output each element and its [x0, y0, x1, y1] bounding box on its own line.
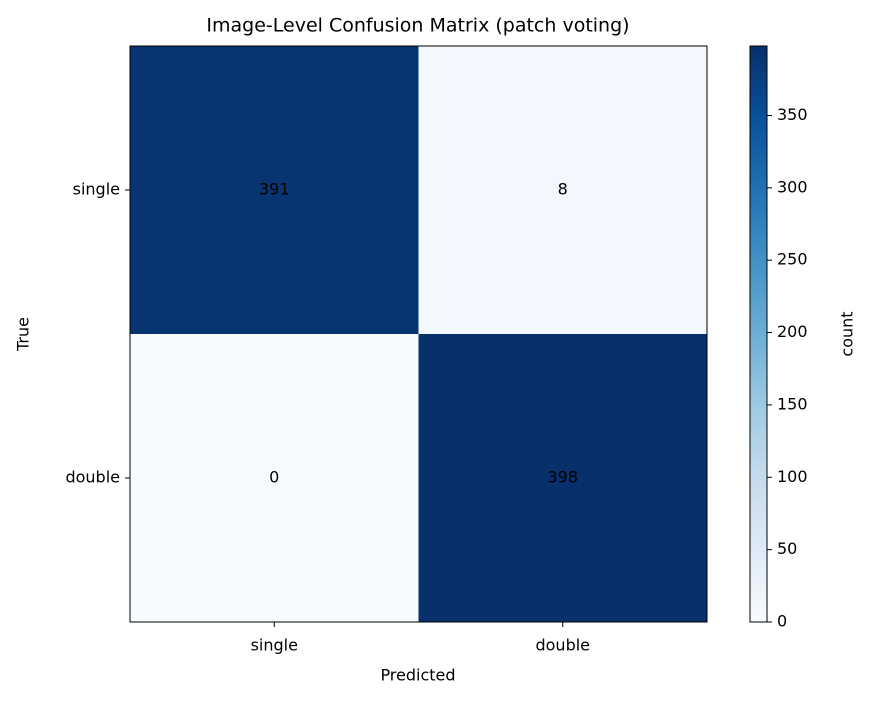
- cell-label: 391: [259, 180, 290, 199]
- y-tick-label: single: [73, 180, 120, 199]
- heatmap-cell: [418, 46, 707, 334]
- cell-label: 0: [269, 468, 279, 487]
- y-tick-label: double: [65, 468, 120, 487]
- x-tick-label: single: [251, 636, 298, 655]
- colorbar-tick-label: 300: [777, 177, 808, 196]
- colorbar: [749, 45, 768, 623]
- heatmap-cell: [130, 334, 419, 622]
- colorbar-tick-label: 0: [777, 612, 787, 631]
- plot-frame: [129, 45, 708, 623]
- heatmap-cell: [418, 334, 707, 622]
- heatmap-cell: [130, 46, 419, 334]
- x-tick-label: double: [535, 636, 590, 655]
- colorbar-tick-label: 50: [777, 539, 797, 558]
- colorbar-label: count: [838, 311, 857, 356]
- chart-title: Image-Level Confusion Matrix (patch voti…: [206, 15, 629, 37]
- colorbar-tick-label: 200: [777, 322, 808, 341]
- cell-label: 8: [558, 180, 568, 199]
- colorbar-tick-label: 250: [777, 250, 808, 269]
- cell-label: 398: [547, 468, 578, 487]
- colorbar-tick-label: 100: [777, 467, 808, 486]
- colorbar-tick-label: 150: [777, 394, 808, 413]
- y-axis-label: True: [14, 317, 33, 352]
- x-axis-label: Predicted: [380, 666, 455, 685]
- colorbar-tick-label: 350: [777, 105, 808, 124]
